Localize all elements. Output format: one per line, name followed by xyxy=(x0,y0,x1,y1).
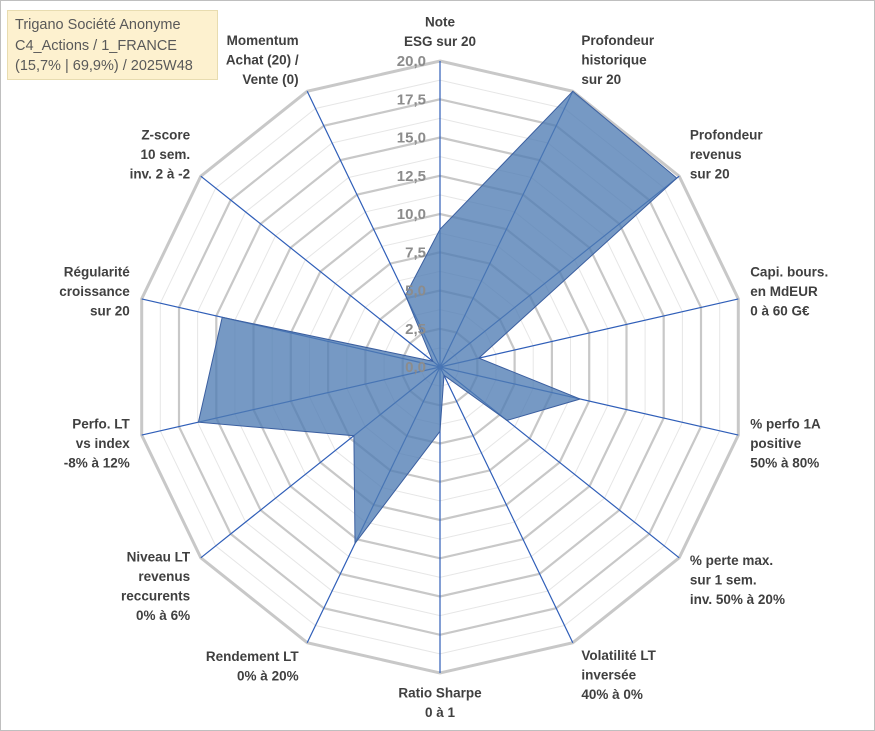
axis-label-line: 50% à 80% xyxy=(750,455,819,470)
axis-label-line: -8% à 12% xyxy=(64,455,130,470)
axis-label-line: Z-score xyxy=(141,128,190,143)
axis-label-line: % perfo 1A xyxy=(750,416,821,431)
axis-label-line: Volatilité LT xyxy=(581,648,656,663)
axis-label-line: Profondeur xyxy=(581,33,654,48)
axis-label-line: Note xyxy=(425,15,455,30)
axis-label-perte-max: % perte max. sur 1 sem. inv. 50% à 20% xyxy=(690,553,785,607)
tick-label: 5,0 xyxy=(405,283,426,300)
radar-series xyxy=(197,90,678,545)
axis-label-z-score: Z-score 10 sem. inv. 2 à -2 xyxy=(130,128,191,182)
axis-label-ratio-sharpe: Ratio Sharpe 0 à 1 xyxy=(398,686,482,721)
axis-label-line: inversée xyxy=(581,667,636,682)
axis-label-line: Régularité xyxy=(64,264,131,279)
axis-label-line: revenus xyxy=(138,569,190,584)
title-stats: (15,7% | 69,9%) / 2025W48 xyxy=(15,58,193,74)
tick-label: 2,5 xyxy=(405,321,426,338)
axis-label-line: 0 à 60 G€ xyxy=(750,303,810,318)
axis-label-line: reccurents xyxy=(121,589,190,604)
axis-label-line: sur 20 xyxy=(690,167,730,182)
axis-label-line: % perte max. xyxy=(690,553,773,568)
axis-label-line: en MdEUR xyxy=(750,284,818,299)
axis-label-line: Momentum xyxy=(227,33,299,48)
axis-label-line: revenus xyxy=(690,147,742,162)
axis-label-line: 40% à 0% xyxy=(581,687,643,702)
title-company: Trigano Société Anonyme xyxy=(15,17,181,33)
axis-label-profondeur-historique: Profondeur historique sur 20 xyxy=(581,33,654,87)
axis-label-line: inv. 2 à -2 xyxy=(130,167,191,182)
tick-label: 12,5 xyxy=(397,168,426,185)
axis-label-momentum: Momentum Achat (20) / Vente (0) xyxy=(226,33,299,87)
tick-label: 15,0 xyxy=(397,130,426,147)
axis-label-line: inv. 50% à 20% xyxy=(690,592,785,607)
axis-label-volatilite-lt: Volatilité LT inversée 40% à 0% xyxy=(581,648,656,702)
axis-label-rendement-lt: Rendement LT 0% à 20% xyxy=(206,649,300,684)
axis-line-capi-bours xyxy=(439,298,739,368)
tick-label: 7,5 xyxy=(405,244,426,261)
title-category: C4_Actions / 1_FRANCE xyxy=(15,37,177,54)
axis-label-line: Profondeur xyxy=(690,128,763,143)
axis-label-line: Ratio Sharpe xyxy=(398,686,482,701)
axis-label-line: 10 sem. xyxy=(141,147,191,162)
axis-label-line: 0% à 20% xyxy=(237,668,299,683)
axis-label-line: 0 à 1 xyxy=(425,705,456,720)
tick-label: 0,0 xyxy=(405,359,426,376)
axis-label-line: sur 20 xyxy=(581,72,621,87)
tick-label: 17,5 xyxy=(397,91,426,108)
series-area xyxy=(197,90,678,545)
axis-label-line: Rendement LT xyxy=(206,649,300,664)
radar-tick-labels: 0,0 2,5 5,0 7,5 10,0 12,5 15,0 17,5 20,0 xyxy=(397,53,426,376)
axis-label-perfo-lt-index: Perfo. LT vs index -8% à 12% xyxy=(64,416,131,470)
axis-label-line: Achat (20) / xyxy=(226,52,299,67)
axis-label-line: Vente (0) xyxy=(242,72,298,87)
axis-label-line: historique xyxy=(581,52,647,67)
axis-label-line: vs index xyxy=(76,436,131,451)
axis-line-volatilite-lt xyxy=(439,366,574,643)
axis-label-line: Perfo. LT xyxy=(72,416,130,431)
axis-label-line: Capi. bours. xyxy=(750,264,828,279)
axis-label-line: ESG sur 20 xyxy=(404,34,476,49)
axis-label-note-esg: Note ESG sur 20 xyxy=(404,15,476,50)
axis-label-niveau-lt-revenus: Niveau LT revenus reccurents 0% à 6% xyxy=(121,550,191,624)
axis-label-regularite-croissance: Régularité croissance sur 20 xyxy=(59,264,130,318)
axis-label-line: croissance xyxy=(59,284,130,299)
axis-label-perfo-1a: % perfo 1A positive 50% à 80% xyxy=(750,416,821,470)
radar-axis-labels: Note ESG sur 20 Profondeur historique sur 20… xyxy=(59,15,828,721)
axis-label-line: Niveau LT xyxy=(127,550,191,565)
tick-label: 10,0 xyxy=(397,206,426,223)
axis-line-z-score xyxy=(200,175,441,368)
axis-label-profondeur-revenus: Profondeur revenus sur 20 xyxy=(690,128,763,182)
chart-title-box: Trigano Société Anonyme C4_Actions / 1_F… xyxy=(7,10,218,80)
axis-label-line: positive xyxy=(750,436,802,451)
axis-label-line: sur 20 xyxy=(90,303,130,318)
tick-label: 20,0 xyxy=(397,53,426,70)
axis-label-line: 0% à 6% xyxy=(136,608,190,623)
axis-label-line: sur 1 sem. xyxy=(690,573,757,588)
axis-label-capi-bours: Capi. bours. en MdEUR 0 à 60 G€ xyxy=(750,264,828,318)
